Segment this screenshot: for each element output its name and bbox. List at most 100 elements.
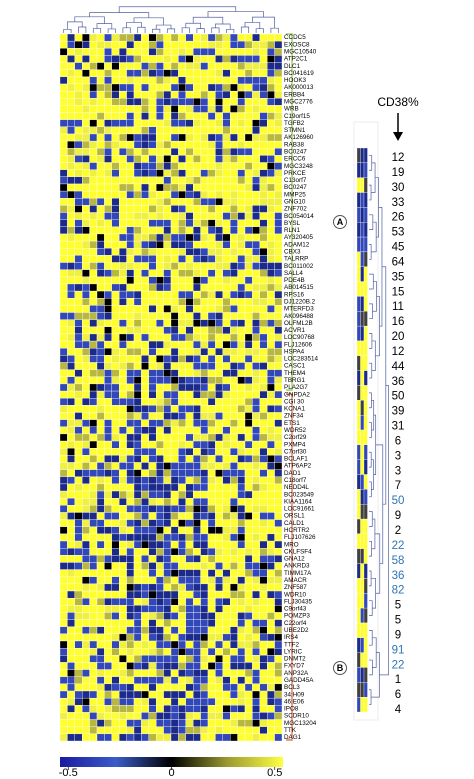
heatmap-cell [274,733,283,742]
heatmap-cell [230,390,238,399]
heatmap-cell [200,83,209,92]
heatmap-cell [59,469,68,477]
heatmap-cell [252,383,260,392]
strip-cell [360,355,365,371]
gene-label: ATP2C1 [284,56,308,63]
heatmap-cell [170,412,179,420]
heatmap-cell [170,190,179,199]
heatmap-cell [244,590,253,599]
heatmap-cell [230,283,238,292]
heatmap-cell [126,233,135,242]
heatmap-cell [193,383,201,392]
heatmap-cell [170,248,179,256]
heatmap-cell [244,98,253,106]
heatmap-cell [74,355,83,363]
heatmap-cell [148,533,157,542]
heatmap-cell [274,169,283,178]
heatmap-cell [274,519,283,527]
gene-label: AY320405 [284,234,313,241]
heatmap-cell [222,140,231,149]
gene-label: MTERFD3 [284,306,314,313]
heatmap-cell [111,40,120,49]
heatmap-cell [215,390,223,399]
heatmap-cell [244,219,253,227]
heatmap-cell [133,212,142,220]
heatmap-cell [59,398,68,406]
heatmap-cell [244,55,253,63]
heatmap-cell [185,498,194,506]
heatmap-cell [252,605,260,613]
heatmap-cell [104,219,112,227]
heatmap-cell [156,233,164,242]
heatmap-cell [170,676,179,685]
heatmap-cell [215,205,223,213]
strip-cell [363,192,368,208]
heatmap-cell [259,533,268,542]
gene-label: C13orf7 [284,177,307,184]
heatmap-cell [126,283,135,292]
heatmap-cell [163,405,172,413]
heatmap-cell [156,133,164,142]
heatmap-cell [104,490,112,499]
heatmap-cell [96,590,105,599]
heatmap-cell [141,55,149,63]
heatmap-cell [163,669,172,677]
heatmap-cell [222,697,231,706]
heatmap-cell [185,697,194,706]
heatmap-cell [252,240,260,249]
heatmap-cell [170,405,179,413]
heatmap-cell [237,733,246,742]
heatmap-cell [237,233,246,242]
strip-cell [360,489,365,505]
heatmap-cell [230,276,238,285]
heatmap-cell [230,269,238,277]
heatmap-cell [178,176,186,185]
heatmap-cell [222,362,231,370]
heatmap-cell [141,676,149,685]
heatmap-cell [133,340,142,349]
heatmap-cell [59,69,68,78]
heatmap-cell [230,162,238,170]
heatmap-cell [104,283,112,292]
heatmap-cell [267,440,275,449]
heatmap-cell [59,533,68,542]
heatmap-cell [170,126,179,135]
heatmap-cell [133,55,142,63]
heatmap-cell [252,33,260,42]
heatmap-cell [267,90,275,99]
heatmap-cell [141,448,149,456]
heatmap-cell [193,155,201,163]
heatmap-cell [119,283,127,292]
gene-label: MGC10540 [284,49,317,56]
cd38-value: 35 [392,271,405,283]
heatmap-cell [74,176,83,185]
cd38-value: 6 [395,435,401,447]
heatmap-cell [193,476,201,485]
heatmap-cell [244,683,253,692]
heatmap-cell [237,183,246,192]
heatmap-cell [89,183,98,192]
heatmap-cell [259,633,268,642]
heatmap-cell [148,362,157,370]
heatmap-cell [133,469,142,477]
heatmap-cell [156,33,164,42]
heatmap-cell [59,76,68,85]
gene-label: CALD1 [284,520,305,527]
heatmap-cell [215,305,223,313]
heatmap-cell [133,705,142,713]
heatmap-cell [230,683,238,692]
gene-label: WDR10 [284,591,307,598]
heatmap-cell [59,205,68,213]
heatmap-cell [230,326,238,335]
heatmap-cell [267,533,275,542]
heatmap-cell [133,662,142,670]
heatmap-cell [126,155,135,163]
heatmap-cell [89,540,98,549]
heatmap-cell [156,205,164,213]
heatmap-cell [274,619,283,627]
heatmap-cell [104,576,112,585]
heatmap-cell [193,576,201,585]
heatmap-cell [200,490,209,499]
heatmap-cell [230,190,238,199]
heatmap-cell [67,262,75,270]
